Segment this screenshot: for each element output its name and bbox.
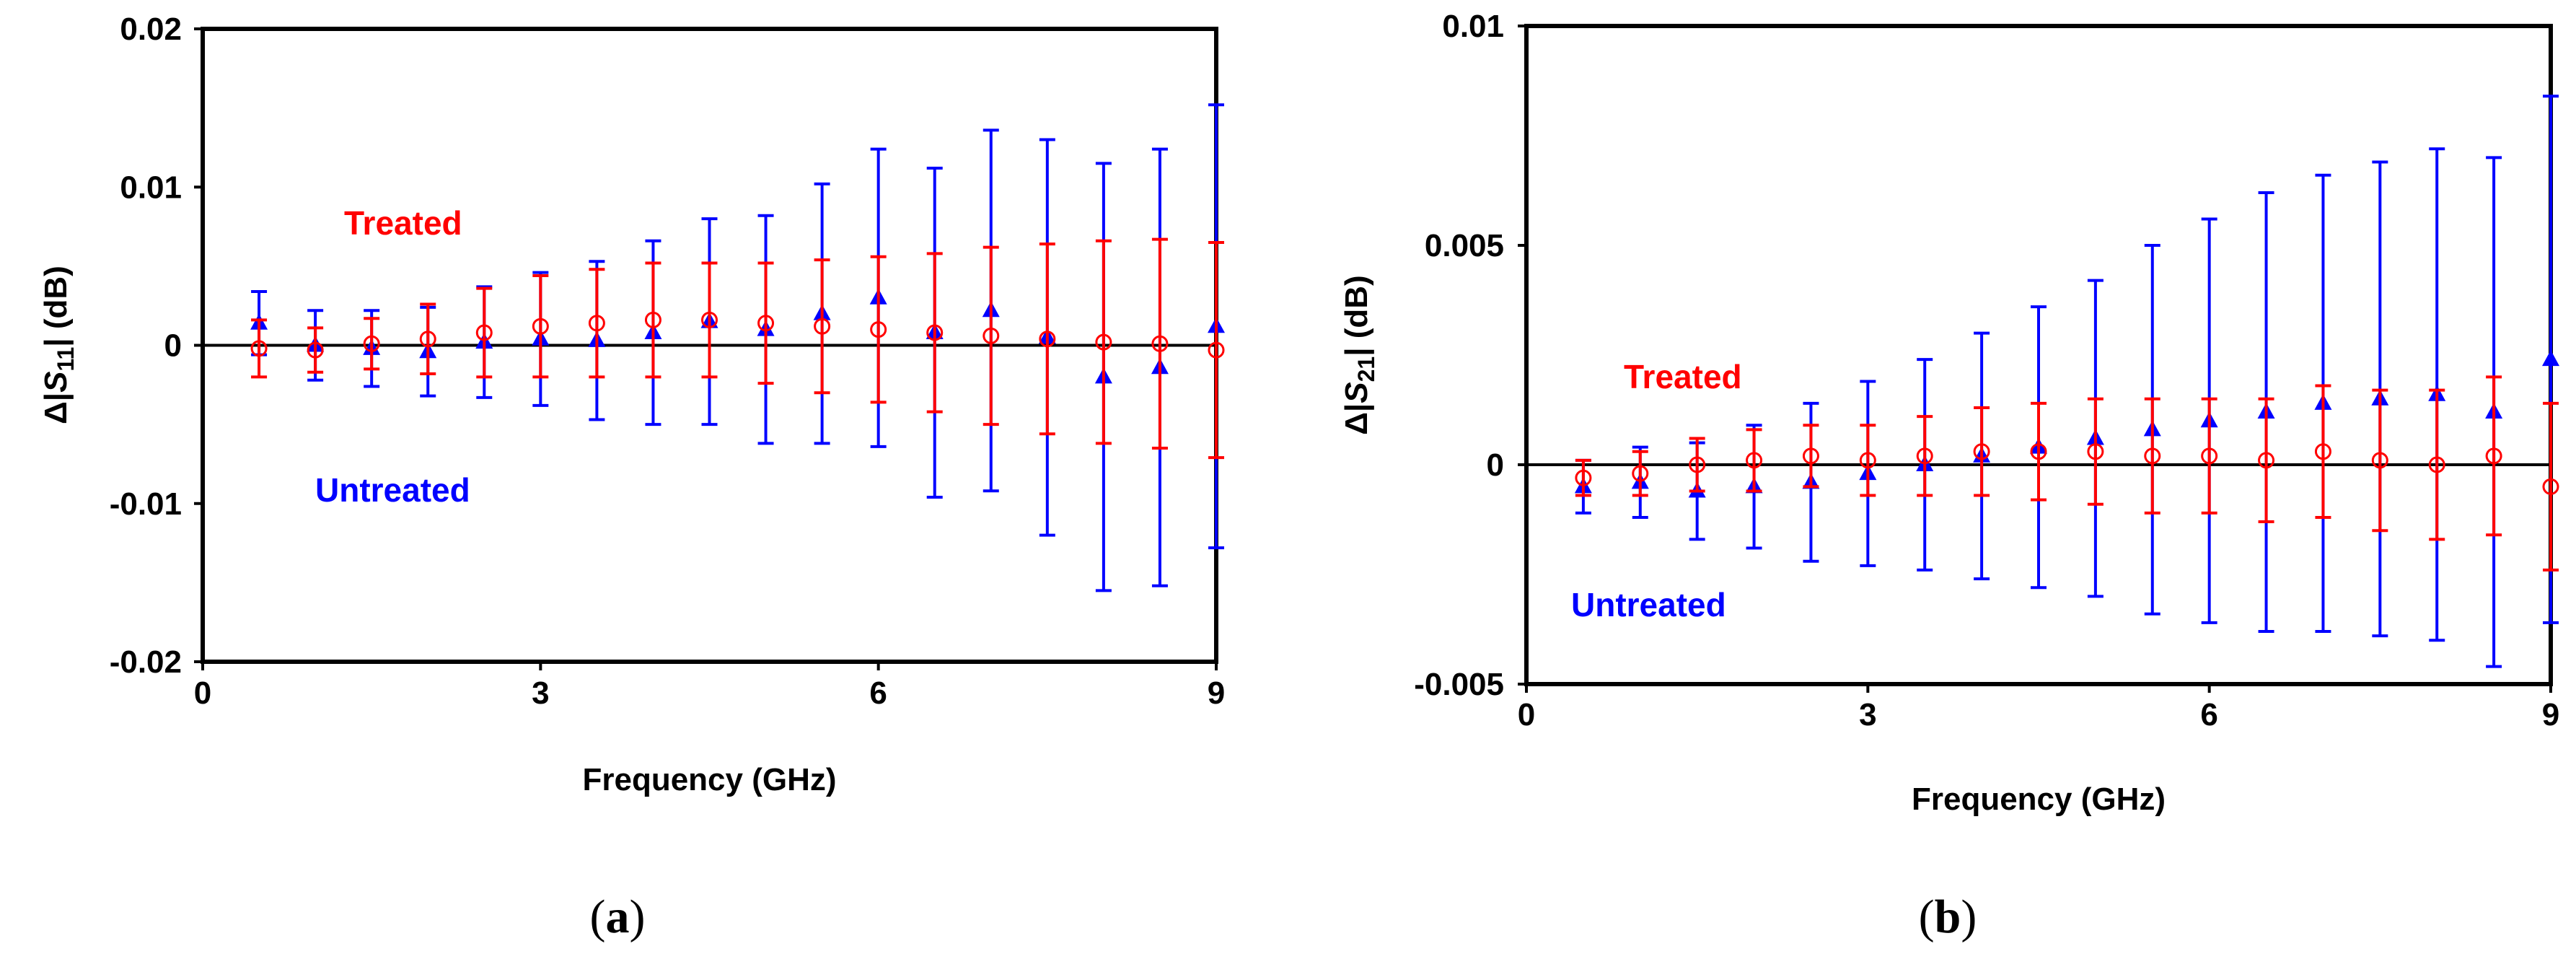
data-point-treated	[1208, 341, 1225, 359]
x-tick-label: 9	[2542, 697, 2559, 732]
y-axis-label-a: Δ|S11| (dB)	[38, 266, 79, 424]
x-axis-label-a: Frequency (GHz)	[582, 762, 836, 797]
x-tick-label: 6	[2200, 697, 2217, 732]
data-point-treated	[307, 341, 324, 359]
data-point-treated	[2428, 456, 2445, 473]
data-point-treated	[1746, 452, 1763, 469]
data-point-treated	[2542, 478, 2559, 495]
y-tick-label: 0.005	[1425, 228, 1504, 263]
y-tick-label: 0.01	[1442, 9, 1504, 44]
panel-caption-a: (a)	[590, 890, 646, 943]
x-tick-label: 9	[1208, 675, 1225, 711]
x-tick-label: 3	[532, 675, 549, 711]
x-tick-label: 0	[194, 675, 211, 711]
data-point-treated	[870, 321, 887, 338]
data-point-treated	[1575, 469, 1592, 486]
data-point-treated	[363, 335, 380, 352]
data-point-treated	[1095, 333, 1112, 351]
data-point-treated	[2201, 447, 2218, 465]
y-tick-label: 0.02	[120, 12, 182, 47]
data-point-treated	[2485, 447, 2502, 465]
x-tick-label: 6	[869, 675, 887, 711]
series-treated	[250, 237, 1225, 460]
annotation-untreated-a: Untreated	[315, 471, 470, 509]
data-point-untreated	[2542, 350, 2559, 367]
data-point-treated	[532, 318, 549, 335]
data-point-treated	[983, 327, 1000, 344]
panel-caption-b: (b)	[1919, 890, 1977, 943]
data-point-treated	[701, 311, 718, 328]
annotation-treated-a: Treated	[344, 204, 462, 242]
chart-panel-a: 0.02 0.01 0 -0.01 -0.02 0 3 6 9 Treated Untreat…	[38, 12, 1225, 943]
data-point-treated	[588, 315, 605, 332]
data-point-treated	[2314, 443, 2331, 460]
data-point-treated	[1916, 447, 1933, 465]
annotation-treated-b: Treated	[1624, 358, 1742, 395]
data-point-treated	[2258, 452, 2275, 469]
data-point-treated	[2087, 443, 2104, 460]
y-tick-label: 0.01	[120, 170, 182, 205]
annotation-untreated-b: Untreated	[1571, 586, 1726, 623]
data-point-treated	[926, 324, 944, 341]
data-point-treated	[757, 315, 775, 332]
x-tick-label: 0	[1518, 697, 1535, 732]
data-point-treated	[644, 311, 661, 328]
y-axis-label-b: Δ|S21| (dB)	[1339, 275, 1379, 434]
data-point-treated	[1859, 452, 1876, 469]
y-tick-label: -0.005	[1414, 667, 1504, 702]
data-point-treated	[2144, 447, 2161, 465]
data-point-treated	[1151, 335, 1169, 352]
y-tick-label: 0	[164, 328, 182, 364]
x-axis-label-b: Frequency (GHz)	[1912, 782, 2166, 817]
x-tick-label: 3	[1859, 697, 1876, 732]
data-point-treated	[250, 340, 268, 357]
series-untreated	[250, 103, 1225, 592]
y-tick-label: -0.02	[110, 644, 182, 680]
data-point-treated	[475, 324, 493, 341]
y-tick-label: 0	[1487, 447, 1504, 483]
data-point-treated	[2030, 443, 2047, 460]
y-tick-label: -0.01	[110, 486, 182, 522]
data-point-treated	[814, 318, 831, 335]
data-point-treated	[1802, 447, 1819, 465]
data-point-treated	[1689, 456, 1706, 473]
data-point-treated	[1632, 465, 1649, 482]
data-point-treated	[2371, 452, 2388, 469]
data-point-treated	[419, 331, 436, 348]
data-point-treated	[1973, 443, 1990, 460]
series-treated	[1575, 375, 2559, 572]
data-point-treated	[1039, 331, 1056, 348]
